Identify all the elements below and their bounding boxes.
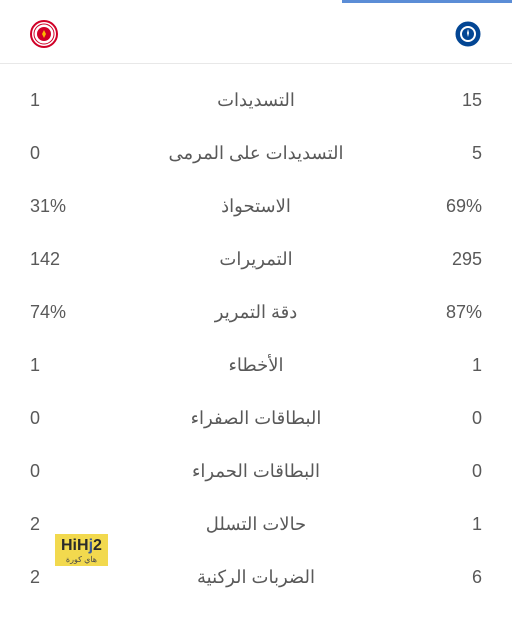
chelsea-icon	[454, 20, 482, 48]
stat-away-value: 1	[30, 90, 85, 111]
stat-row: 295التمريرات142	[30, 233, 482, 286]
watermark-text-pre: HiH	[61, 537, 89, 554]
stat-home-value: 1	[427, 514, 482, 535]
stat-label: الضربات الركنية	[85, 567, 427, 588]
stat-away-value: 0	[30, 461, 85, 482]
tab-indicator	[342, 0, 512, 3]
watermark-subtitle: هاي كورة	[61, 555, 102, 564]
stat-label: الاستحواذ	[85, 196, 427, 217]
stat-label: الأخطاء	[85, 355, 427, 376]
stat-home-value: 87%	[427, 302, 482, 323]
stat-home-value: 0	[427, 461, 482, 482]
stat-away-value: 2	[30, 514, 85, 535]
stat-away-value: 1	[30, 355, 85, 376]
stat-label: دقة التمرير	[85, 302, 427, 323]
stat-home-value: 69%	[427, 196, 482, 217]
stat-home-value: 6	[427, 567, 482, 588]
stat-away-value: 0	[30, 143, 85, 164]
brentford-icon	[30, 20, 58, 48]
stat-away-value: 142	[30, 249, 85, 270]
stat-away-value: 2	[30, 567, 85, 588]
teams-header	[0, 0, 512, 64]
stat-away-value: 31%	[30, 196, 85, 217]
stat-home-value: 15	[427, 90, 482, 111]
stat-label: التسديدات	[85, 90, 427, 111]
watermark-title: HiHj2	[61, 538, 102, 554]
stat-home-value: 295	[427, 249, 482, 270]
stat-home-value: 1	[427, 355, 482, 376]
stat-row: 0البطاقات الصفراء0	[30, 392, 482, 445]
away-team-logo	[30, 20, 58, 48]
watermark-text-post: 2	[93, 537, 102, 554]
stat-label: البطاقات الحمراء	[85, 461, 427, 482]
stat-row: 5التسديدات على المرمى0	[30, 127, 482, 180]
stat-away-value: 74%	[30, 302, 85, 323]
stat-label: البطاقات الصفراء	[85, 408, 427, 429]
stat-row: 1الأخطاء1	[30, 339, 482, 392]
stat-row: 69%الاستحواذ31%	[30, 180, 482, 233]
stat-row: 15التسديدات1	[30, 74, 482, 127]
stat-row: 0البطاقات الحمراء0	[30, 445, 482, 498]
stat-label: التمريرات	[85, 249, 427, 270]
stat-label: التسديدات على المرمى	[85, 143, 427, 164]
home-team-logo	[454, 20, 482, 48]
watermark-badge: HiHj2 هاي كورة	[55, 534, 108, 566]
stat-row: 87%دقة التمرير74%	[30, 286, 482, 339]
stat-home-value: 5	[427, 143, 482, 164]
stat-away-value: 0	[30, 408, 85, 429]
stats-table: 15التسديدات15التسديدات على المرمى069%الا…	[0, 64, 512, 604]
stat-home-value: 0	[427, 408, 482, 429]
stat-label: حالات التسلل	[85, 514, 427, 535]
